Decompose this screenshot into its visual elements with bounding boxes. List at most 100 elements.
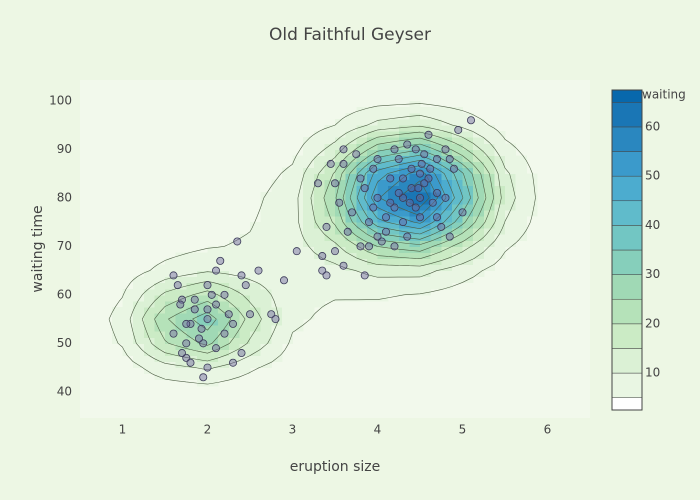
contour-cell [207,276,219,284]
contour-cell [366,197,378,205]
contour-cell [398,203,410,211]
contour-cell [207,337,219,344]
contour-cell [207,331,219,338]
scatter-point [407,184,416,193]
scatter-point [356,242,365,251]
contour-cell [313,209,325,217]
contour-cell [281,258,293,266]
contour-cell [430,179,442,187]
contour-cell [398,131,410,138]
contour-cell [494,149,506,156]
contour-cell [441,155,453,162]
contour-cell [377,294,389,302]
contour-cell [250,288,262,296]
contour-cell [281,216,293,223]
contour-cell [281,234,293,241]
scatter-point [169,329,178,338]
contour-cell [409,173,421,181]
contour-cell [420,112,432,120]
contour-cell [207,361,219,369]
contour-cell [356,161,368,169]
contour-cell [462,143,474,150]
contour-cell [451,173,463,181]
scatter-point [220,329,229,338]
contour-cell [420,252,432,259]
contour-cell [366,252,378,259]
contour-cell [165,361,177,369]
contour-cell [133,313,145,320]
contour-cell [143,270,155,278]
contour-cell [175,306,187,314]
scatter-point [203,363,212,372]
contour-cell [388,270,400,278]
contour-cell [281,331,293,338]
contour-cell [250,282,262,290]
contour-cell [313,246,325,253]
contour-cell [345,246,357,253]
scatter-point [415,169,424,178]
contour-cell [441,106,453,114]
scatter-point [398,174,407,183]
contour-cell [335,173,347,181]
contour-cell [281,191,293,199]
contour-cell [175,300,187,308]
contour-cell [473,197,485,205]
contour-cell [196,252,208,259]
contour-cell [430,119,442,126]
contour-cell [260,191,272,199]
contour-cell [494,161,506,169]
contour-cell [165,270,177,278]
contour-cell [271,234,283,241]
contour-cell [303,222,315,229]
contour-cell [356,209,368,217]
contour-cell [133,349,145,356]
scatter-point [373,193,382,202]
contour-cell [196,355,208,363]
scatter-point [415,213,424,222]
contour-cell [366,270,378,278]
contour-cell [398,167,410,175]
contour-cell [165,337,177,344]
scatter-point [449,164,458,173]
contour-cell [165,258,177,266]
contour-cell [451,185,463,193]
contour-cell [356,167,368,175]
contour-cell [462,112,474,120]
contour-cell [441,209,453,217]
colorbar-band [611,323,643,349]
scatter-point [197,324,206,333]
contour-cell [335,179,347,187]
scatter-point [381,213,390,222]
contour-cell [260,228,272,235]
contour-cell [165,349,177,356]
contour-cell [398,240,410,247]
contour-cell [196,270,208,278]
contour-cell [165,319,177,326]
contour-cell [303,167,315,175]
contour-cell [239,306,251,314]
contour-cell [494,209,506,217]
contour-cell [260,276,272,284]
contour-cell [451,197,463,205]
contour-cell [165,355,177,363]
contour-cell [462,228,474,235]
contour-cell [196,294,208,302]
contour-cell [430,270,442,278]
colorbar-tick-label: 30 [645,267,660,281]
contour-cell [345,234,357,241]
contour-cell [430,264,442,272]
scatter-point [403,140,412,149]
contour-cell [313,240,325,247]
contour-cell [143,294,155,302]
scatter-point [437,222,446,231]
contour-cell [451,222,463,229]
contour-cell [345,258,357,266]
contour-cell [292,288,304,296]
contour-cell [186,373,198,381]
contour-cell [356,131,368,138]
contour-cell [260,306,272,314]
scatter-point [339,159,348,168]
contour-cell [250,313,262,320]
scatter-point [216,256,225,265]
contour-cell [313,203,325,211]
